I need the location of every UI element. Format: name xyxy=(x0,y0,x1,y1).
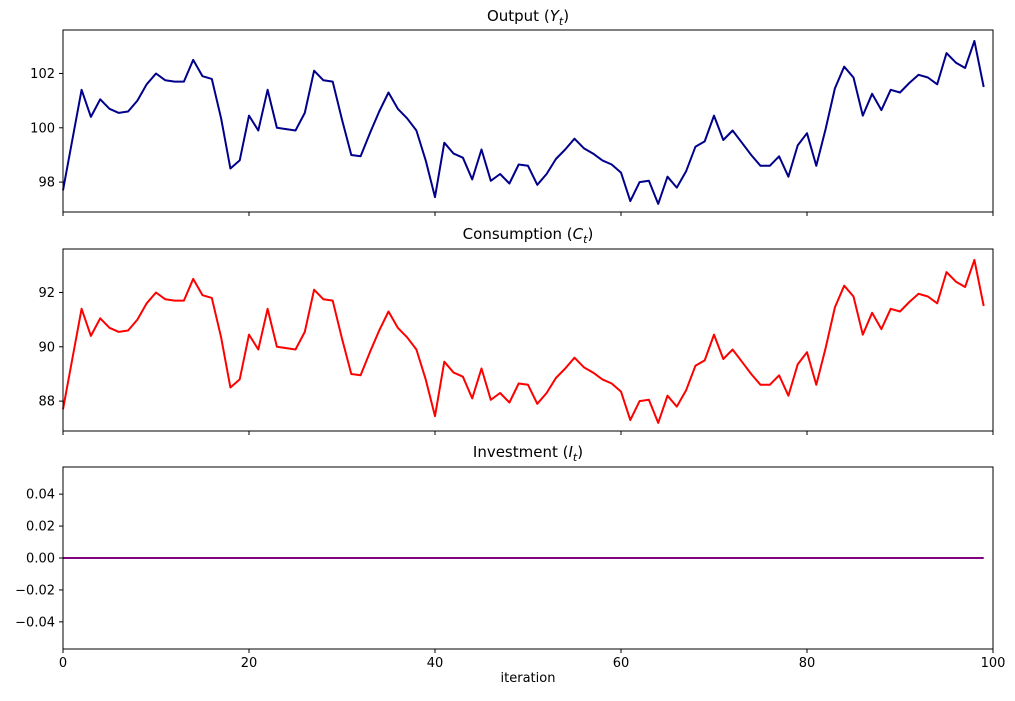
investment-y-tick-label: 0.02 xyxy=(26,520,55,535)
consumption-title-suffix: ) xyxy=(587,225,594,243)
consumption-y-tick-label: 92 xyxy=(38,286,55,301)
output-title-symbol: Y xyxy=(549,7,559,25)
output-title-suffix: ) xyxy=(563,7,570,25)
investment-title-symbol: I xyxy=(568,443,573,461)
output-y-tick-label: 102 xyxy=(30,67,55,82)
x-tick-label: 100 xyxy=(981,656,1006,671)
output-y-tick-label: 100 xyxy=(30,121,55,136)
x-tick-label: 60 xyxy=(613,656,630,671)
investment-y-tick-label: −0.02 xyxy=(15,583,55,598)
consumption-title-subscript: t xyxy=(583,233,588,246)
output-chart-title: Output (Yt) xyxy=(63,7,993,31)
x-axis-label: iteration xyxy=(500,671,556,686)
output-title-text: Output ( xyxy=(486,7,550,25)
investment-y-tick-label: 0.04 xyxy=(26,488,55,503)
output-y-tick-label: 98 xyxy=(38,176,55,191)
consumption-line xyxy=(62,258,985,424)
output-title-subscript: t xyxy=(558,15,564,28)
x-tick-label: 80 xyxy=(799,656,816,671)
investment-chart-title: Investment (It) xyxy=(63,443,993,467)
investment-y-tick-label: −0.04 xyxy=(15,615,55,630)
x-tick-label: 20 xyxy=(241,656,258,671)
investment-title-suffix: ) xyxy=(577,443,584,461)
x-tick-label: 0 xyxy=(59,656,67,671)
consumption-title-text: Consumption ( xyxy=(462,225,573,243)
investment-title-text: Investment ( xyxy=(472,443,569,461)
consumption-title-symbol: C xyxy=(572,225,584,243)
consumption-axes-frame xyxy=(62,248,994,432)
investment-title-subscript: t xyxy=(572,451,578,464)
consumption-chart-title: Consumption (Ct) xyxy=(63,225,993,249)
x-tick-label: 40 xyxy=(427,656,444,671)
consumption-y-tick-label: 90 xyxy=(38,340,55,355)
output-axes-frame xyxy=(62,29,994,213)
consumption-y-tick-label: 88 xyxy=(38,395,55,410)
investment-y-tick-label: 0.00 xyxy=(26,552,55,567)
output-line xyxy=(62,39,985,205)
